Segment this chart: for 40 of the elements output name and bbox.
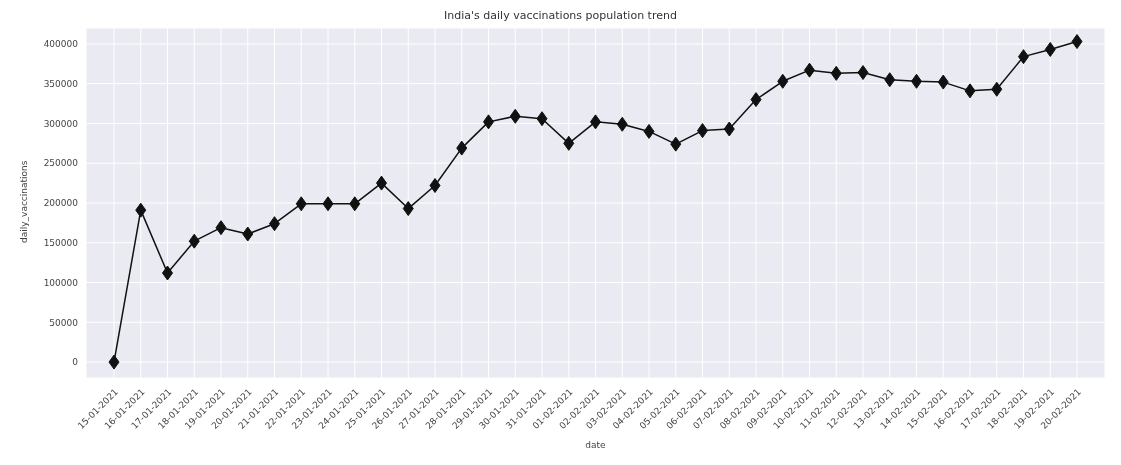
point — [857, 65, 869, 81]
point — [322, 196, 334, 212]
y-tick-label: 250000 — [43, 158, 79, 169]
point — [536, 111, 548, 127]
point — [563, 135, 575, 151]
y-tick-label: 150000 — [43, 237, 79, 248]
point — [616, 116, 628, 132]
point — [215, 220, 227, 236]
point — [750, 92, 762, 108]
point — [429, 178, 441, 193]
point — [108, 354, 120, 370]
y-tick-label: 50000 — [49, 317, 79, 328]
point — [1071, 34, 1083, 50]
point — [937, 74, 949, 90]
point — [964, 83, 976, 99]
point — [643, 123, 655, 139]
point — [991, 81, 1003, 97]
point — [188, 233, 200, 249]
point — [1044, 41, 1056, 57]
point — [723, 121, 735, 137]
point — [402, 201, 414, 217]
point — [456, 140, 468, 156]
y-tick-label: 200000 — [43, 198, 79, 209]
point — [777, 73, 789, 89]
point — [242, 226, 254, 242]
point — [884, 72, 896, 88]
y-tick-label: 300000 — [43, 118, 79, 129]
y-tick-label: 350000 — [43, 78, 79, 89]
y-tick-label: 400000 — [43, 39, 79, 50]
y-tick-label: 100000 — [43, 277, 79, 288]
point — [349, 196, 361, 212]
point — [830, 65, 842, 81]
point — [509, 108, 521, 124]
y-tick-label: 0 — [72, 357, 79, 368]
x-axis-title: date — [585, 440, 607, 450]
point — [295, 196, 307, 212]
y-axis-title: daily_vaccinations — [19, 160, 30, 243]
point — [135, 202, 147, 218]
chart-title: India's daily vaccinations population trend — [443, 8, 678, 24]
point — [670, 136, 682, 152]
